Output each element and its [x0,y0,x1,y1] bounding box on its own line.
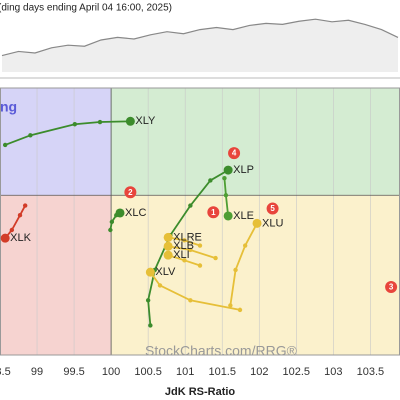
x-axis-label: JdK RS-Ratio [165,386,236,398]
x-tick-label: 103.5 [357,366,385,378]
tail [4,205,26,239]
tail-point [237,307,243,313]
quadrant-lagging [0,195,112,355]
x-tick-label: 100.5 [134,366,162,378]
tail-point [22,203,28,208]
head-point [163,241,173,251]
tail-point [145,298,151,303]
series-label: XLI [173,249,190,261]
tail-point [2,142,8,148]
tail-point [28,133,33,138]
tail-point [9,227,15,233]
benchmark-area [2,19,398,72]
head-point [115,208,125,218]
quadrant-label: ng [0,99,17,115]
head-point [125,116,135,126]
tail-point [188,298,193,303]
benchmark-line [1,18,399,57]
annotation-label: 3 [389,283,394,292]
quadrant-improving [0,88,112,196]
tail-point [213,255,218,261]
tail-point [188,203,193,208]
tail [149,271,241,311]
head-point [223,211,233,221]
head-point [145,267,155,277]
annotation-marker [385,280,398,293]
tail-point [188,247,193,253]
tail-point [157,283,163,288]
annotation-label: 1 [211,208,216,217]
annotation-label: 5 [270,204,275,213]
tail-point [197,263,203,268]
x-tick-label: 102 [250,366,268,378]
head-point [163,232,173,242]
series-label: XLY [135,115,156,127]
annotation-label: 4 [232,149,237,158]
annotation-marker [266,202,279,215]
annotation-label: 2 [128,188,133,197]
series-label: XLP [233,164,254,176]
x-tick-label: 101 [176,366,194,378]
series-label: XLRE [173,231,202,243]
tail-point [108,227,113,233]
annotation-marker [124,186,137,199]
x-tick-label: 98.5 [0,366,11,378]
x-tick-label: 102.5 [283,366,311,378]
quadrant-leading [111,88,400,196]
series-label: XLV [155,266,176,278]
tail [229,222,258,306]
x-tick-label: 99.5 [63,366,84,378]
tail-point [148,323,153,328]
series-label: XLB [173,240,194,252]
x-tick-label: 101.5 [208,366,236,378]
tail-point [233,267,238,273]
tail-point [109,219,115,225]
head-point [163,250,173,260]
tail-point [222,176,227,181]
tail-point [182,238,187,243]
series-label: XLK [10,232,31,244]
x-tick-label: 99 [31,366,43,378]
series-label: XLC [125,207,146,219]
annotation-marker [228,147,241,160]
tail-point [208,178,213,183]
head-point [223,165,233,175]
x-tick-label: 103 [324,366,342,378]
series-label: XLU [262,217,283,229]
tail-point [197,243,203,248]
head-point [252,218,262,228]
annotation-marker [207,206,220,219]
head-point [0,233,10,243]
tail-point [17,213,23,218]
watermark: StockCharts.com/RRG® [145,343,298,359]
tail-point [72,122,78,127]
x-tick-label: 100 [102,366,120,378]
tail-point [223,193,229,198]
chart-subtitle: (ding days ending April 04 16:00, 2025) [0,3,172,14]
series-label: XLE [233,210,254,222]
tail-point [228,303,233,308]
tail-point [242,243,248,248]
tail-point [97,119,103,125]
tail-point [182,258,187,263]
